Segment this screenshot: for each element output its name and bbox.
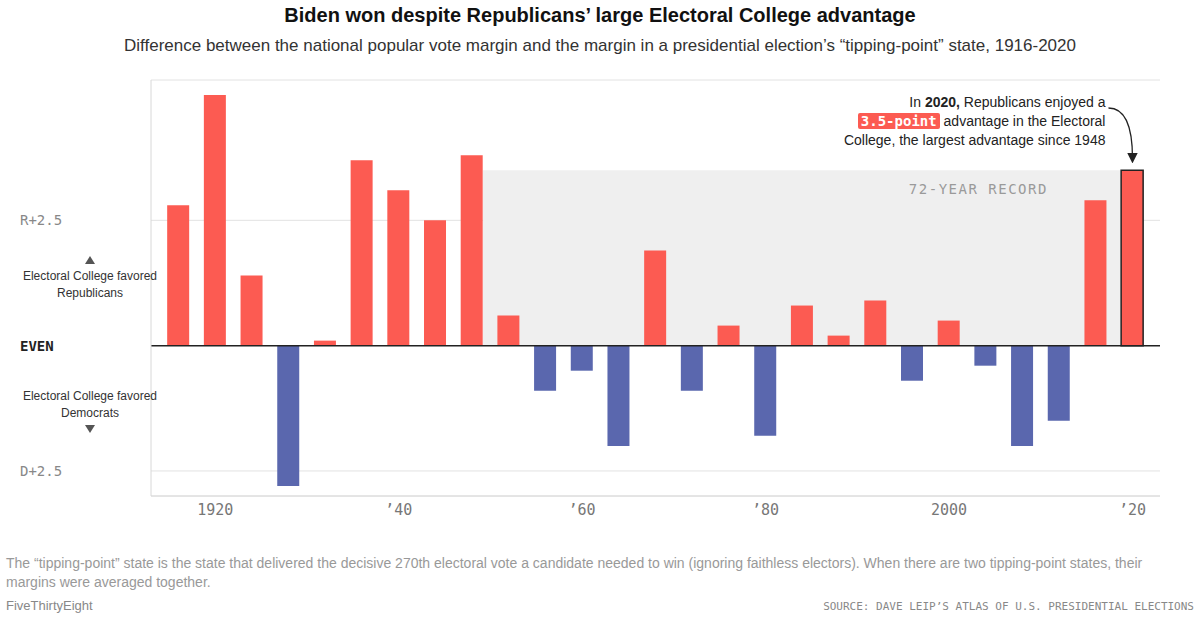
html-text:advantage in the Electoral: advantage in the Electoral [943, 113, 1106, 129]
html-text:In 2020, Republicans enjoyed a: In 2020, Republicans enjoyed a [909, 94, 1106, 110]
html-text:The “tipping-point” state is t: The “tipping-point” state is the state t… [6, 555, 1143, 590]
html-text:College, the largest advantage: College, the largest advantage since 194… [843, 132, 1106, 148]
svg-text:’60: ’60 [569, 501, 596, 519]
svg-text:’80: ’80 [752, 501, 779, 519]
svg-text:’40: ’40 [385, 501, 412, 519]
svg-text:1920: 1920 [197, 501, 233, 519]
html-text:Electoral College favored Repu: Electoral College favored Republicans [23, 269, 157, 300]
svg-text:R+2.5: R+2.5 [20, 212, 62, 228]
html-text:SOURCE: DAVE LEIP’S ATLAS OF U: SOURCE: DAVE LEIP’S ATLAS OF U.S. PRESID… [823, 600, 1194, 613]
html-text:Difference between the nationa: Difference between the national popular … [124, 36, 1076, 55]
svg-text:2000: 2000 [931, 501, 967, 519]
html-text:3.5-point: 3.5-point [860, 113, 937, 129]
svg-text:’20: ’20 [1119, 501, 1146, 519]
svg-text:72-YEAR RECORD: 72-YEAR RECORD [909, 181, 1048, 197]
svg-text:EVEN: EVEN [20, 338, 54, 354]
svg-text:D+2.5: D+2.5 [20, 463, 62, 479]
html-text:Electoral College favored Demo: Electoral College favored Democrats [23, 389, 157, 420]
html-text:FiveThirtyEight: FiveThirtyEight [6, 598, 93, 613]
html-text:Biden won despite Republicans’: Biden won despite Republicans’ large Ele… [284, 4, 916, 26]
